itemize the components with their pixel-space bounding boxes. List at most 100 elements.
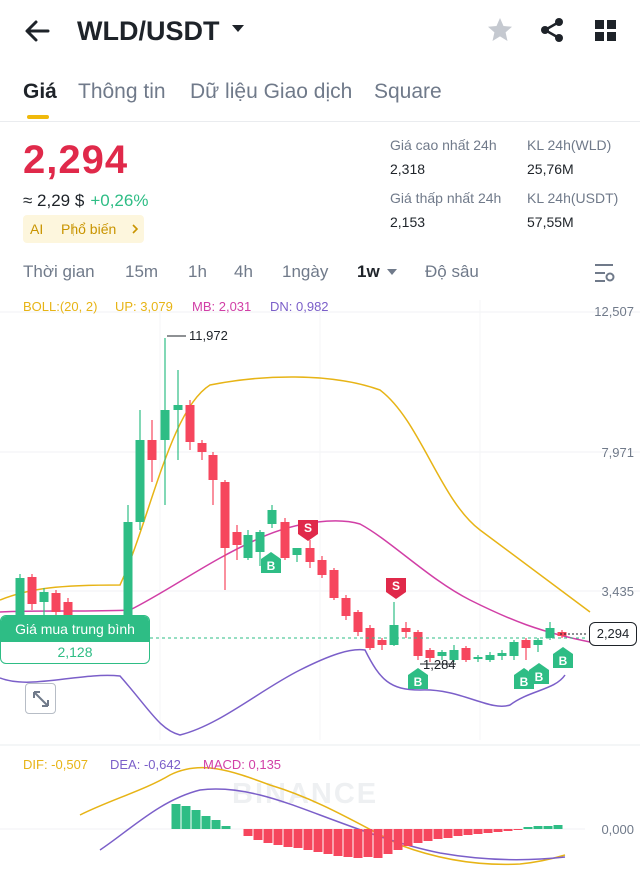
buy-marker: [408, 668, 428, 689]
macd-bar-negative: [373, 829, 383, 858]
max-price-label: 11,972: [189, 328, 228, 343]
buy-marker: [553, 647, 573, 668]
macd-bar-positive: [201, 816, 211, 829]
macd-bar-negative: [423, 829, 433, 841]
macd-bar-positive: [533, 826, 543, 829]
candle-down: [280, 522, 290, 558]
macd-bar-negative: [293, 829, 303, 848]
tf-4h[interactable]: 4h: [234, 262, 253, 281]
macd-bar-negative: [263, 829, 273, 843]
boll-dn-legend: DN: 0,982: [270, 299, 329, 314]
marker-label: B: [414, 675, 423, 689]
tag-divider: [73, 223, 74, 236]
macd-bar-negative: [253, 829, 263, 840]
macd-bar-negative: [243, 829, 253, 836]
macd-dif-line: [79, 766, 566, 866]
marker-label: S: [392, 579, 400, 593]
macd-bar-positive: [523, 827, 533, 829]
tf-time[interactable]: Thời gian: [23, 262, 95, 281]
macd-dea-legend: DEA: -0,642: [110, 757, 181, 772]
tf-1w[interactable]: 1w: [357, 262, 380, 281]
candle-down: [461, 648, 471, 660]
macd-bar-negative: [443, 829, 453, 838]
popular-tag-label: Phổ biến: [61, 221, 117, 237]
tab-trading-data[interactable]: Dữ liệu Giao dịch: [190, 80, 353, 103]
candle-down: [377, 640, 387, 645]
macd-bar-negative: [453, 829, 463, 836]
tf-1h[interactable]: 1h: [188, 262, 207, 281]
marker-label: B: [535, 670, 544, 684]
tf-depth[interactable]: Độ sâu: [425, 262, 479, 281]
macd-value-legend: MACD: 0,135: [203, 757, 282, 772]
candle-up: [389, 625, 399, 645]
candle-down: [208, 455, 218, 480]
buy-marker: [261, 552, 281, 573]
expand-chart-button[interactable]: [25, 683, 56, 714]
candle-down: [425, 650, 435, 658]
candle-up: [135, 440, 145, 522]
tf-caret-down-icon[interactable]: [385, 266, 399, 278]
tab-price[interactable]: Giá: [23, 80, 57, 103]
min-price-label: 1,284: [423, 657, 456, 672]
candle-up: [437, 652, 447, 656]
tf-15m[interactable]: 15m: [125, 262, 159, 281]
sell-marker: [386, 578, 406, 599]
avg-buy-price-box[interactable]: Giá mua trung bình 2,128: [0, 615, 150, 664]
axis-label: 7,971: [601, 445, 634, 460]
candle-up: [473, 657, 483, 659]
macd-bar-positive: [171, 804, 181, 829]
candle-down: [353, 612, 363, 632]
share-icon[interactable]: [536, 14, 568, 46]
pair-title[interactable]: WLD/USDT: [77, 16, 220, 46]
avg-buy-value: 2,128: [57, 644, 93, 660]
axis-label: 12,507: [594, 304, 634, 319]
expand-icon: [33, 691, 49, 707]
candle-down: [220, 482, 230, 548]
tf-1day[interactable]: 1ngày: [282, 262, 329, 281]
candle-down: [329, 570, 339, 598]
macd-bar-negative: [303, 829, 313, 850]
macd-bar-positive: [553, 825, 563, 829]
vol-usdt-value: 57,55M: [527, 214, 574, 230]
macd-bar-negative: [393, 829, 403, 850]
ai-tag-label: AI: [30, 221, 44, 237]
candle-down: [197, 443, 207, 452]
boll-mb-legend: MB: 2,031: [192, 299, 252, 314]
candle-up: [545, 628, 555, 638]
main-tabs: Giá Thông tin Dữ liệu Giao dịch Square: [0, 70, 640, 122]
price-change: +0,26%: [90, 191, 149, 210]
last-price: 2,294: [23, 138, 129, 182]
back-arrow-icon[interactable]: [20, 14, 54, 48]
macd-bar-negative: [433, 829, 443, 839]
grid-icon[interactable]: [589, 14, 621, 46]
candle-up: [255, 532, 265, 552]
popular-tag[interactable]: AI Phổ biến: [23, 215, 144, 243]
macd-bar-negative: [383, 829, 393, 854]
candle-up: [497, 653, 507, 656]
boll-lower-line: [0, 648, 566, 736]
vol-usdt-label: KL 24h(USDT): [527, 190, 619, 206]
macd-bar-negative: [283, 829, 293, 847]
vol-wld-label: KL 24h(WLD): [527, 137, 612, 153]
macd-bar-negative: [513, 829, 523, 830]
star-icon[interactable]: [484, 14, 516, 46]
sell-marker: [298, 520, 318, 541]
candle-down: [317, 560, 327, 575]
indicator-settings-icon[interactable]: [592, 262, 616, 284]
marker-label: B: [520, 675, 529, 689]
macd-bar-positive: [191, 810, 201, 829]
active-tab-indicator: [27, 115, 49, 119]
tab-info[interactable]: Thông tin: [78, 80, 166, 103]
macd-bar-negative: [273, 829, 283, 845]
macd-dea-line: [99, 788, 566, 861]
candle-down: [401, 628, 411, 632]
candle-down: [365, 628, 375, 648]
caret-down-icon[interactable]: [229, 20, 247, 38]
high-24h-value: 2,318: [390, 161, 426, 177]
candle-up: [243, 535, 253, 558]
tab-square[interactable]: Square: [374, 80, 442, 103]
price-approx: ≈ 2,29 $ +0,26%: [23, 191, 148, 211]
macd-bar-positive: [221, 826, 231, 829]
